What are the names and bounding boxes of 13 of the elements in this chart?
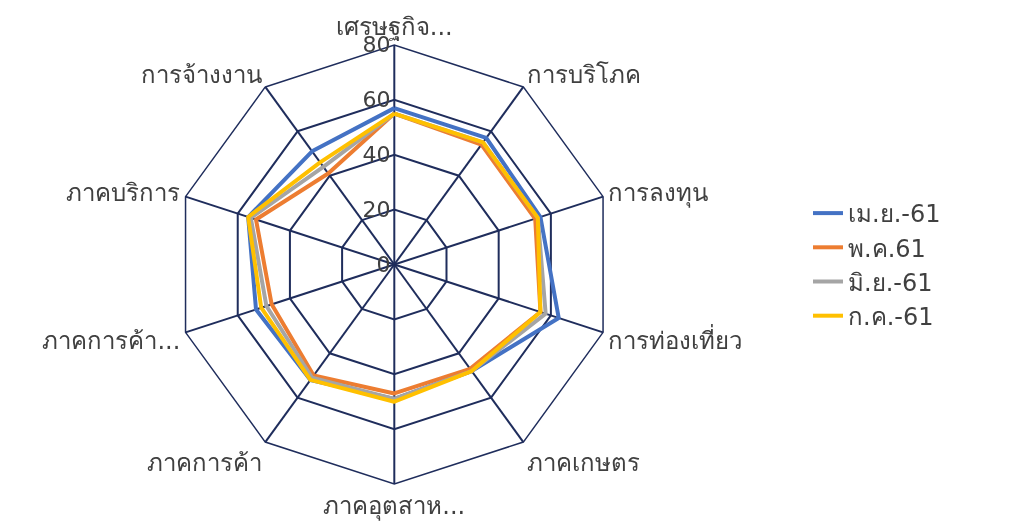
legend-label: ก.ค.-61 — [848, 303, 934, 332]
spoke-label: ภาคอุตสาห... — [323, 491, 466, 521]
spoke-label: การจ้างงาน — [141, 61, 263, 90]
legend-label: เม.ย.-61 — [848, 200, 941, 229]
legend-label: พ.ค.61 — [848, 234, 926, 263]
spoke-label: ภาคเกษตร — [526, 448, 640, 477]
spoke-label: ภาคการค้า... — [42, 327, 181, 356]
legend-label: มิ.ย.-61 — [848, 268, 933, 297]
spoke-label: การบริโภค — [526, 61, 641, 90]
spoke-label: ภาคการค้า — [147, 448, 263, 477]
spoke-label: ภาคบริการ — [66, 179, 181, 208]
spoke-label: การท่องเที่ยว — [608, 324, 743, 356]
spoke-label: การลงทุน — [608, 179, 709, 209]
